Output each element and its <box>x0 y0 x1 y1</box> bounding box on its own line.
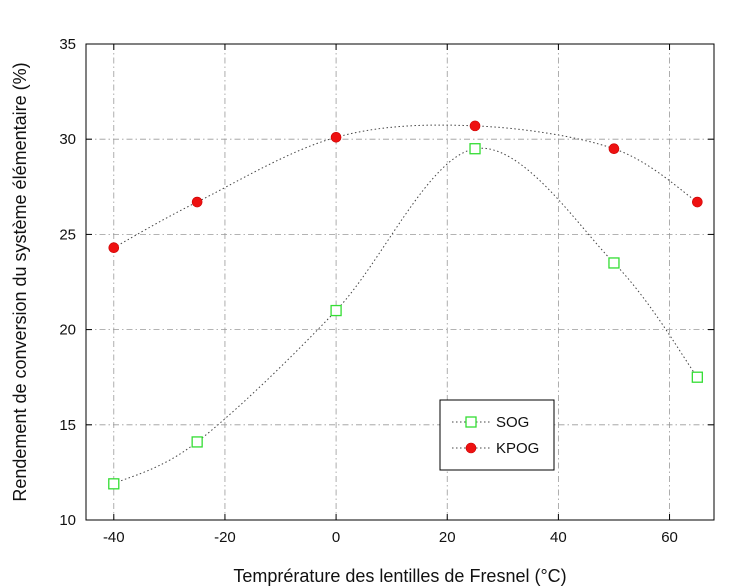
y-tick-label: 20 <box>59 322 76 339</box>
legend-label-sog: SOG <box>496 414 529 431</box>
y-axis-title: Rendement de conversion du système éléme… <box>10 62 30 501</box>
point-sog <box>469 143 481 155</box>
point-kpog <box>608 143 620 155</box>
curve-kpog <box>113 124 698 249</box>
y-tick-label: 15 <box>59 417 76 434</box>
x-tick-label: 20 <box>439 529 456 546</box>
y-tick-label: 25 <box>59 226 76 243</box>
y-tick-label: 10 <box>59 512 76 529</box>
x-tick-label: -40 <box>103 529 125 546</box>
point-sog <box>330 304 342 317</box>
point-kpog <box>191 196 203 208</box>
legend-box <box>439 399 555 471</box>
legend-label-kpog: KPOG <box>496 440 539 457</box>
x-axis-title: Temprérature des lentilles de Fresnel (°… <box>233 566 566 586</box>
x-tick-label: 40 <box>550 529 567 546</box>
point-sog <box>608 257 620 269</box>
point-sog <box>108 478 120 490</box>
point-kpog <box>330 131 342 143</box>
data-points <box>108 120 703 490</box>
y-tick-label: 30 <box>59 131 76 148</box>
point-sog <box>191 436 203 448</box>
point-kpog <box>692 196 703 208</box>
point-kpog <box>108 242 120 254</box>
axis-ticks: -40 -20 0 20 40 60 10 15 20 25 30 35 <box>59 36 714 546</box>
y-tick-label: 35 <box>59 36 76 53</box>
x-tick-label: 60 <box>661 529 678 546</box>
legend-marker-sog <box>465 416 477 428</box>
plot-frame <box>85 43 715 521</box>
x-tick-label: 0 <box>332 529 340 546</box>
legend-marker-kpog <box>465 442 477 454</box>
point-sog <box>691 371 703 383</box>
legend: SOG KPOG <box>439 399 555 471</box>
point-kpog <box>469 120 481 132</box>
x-tick-label: -20 <box>214 529 236 546</box>
